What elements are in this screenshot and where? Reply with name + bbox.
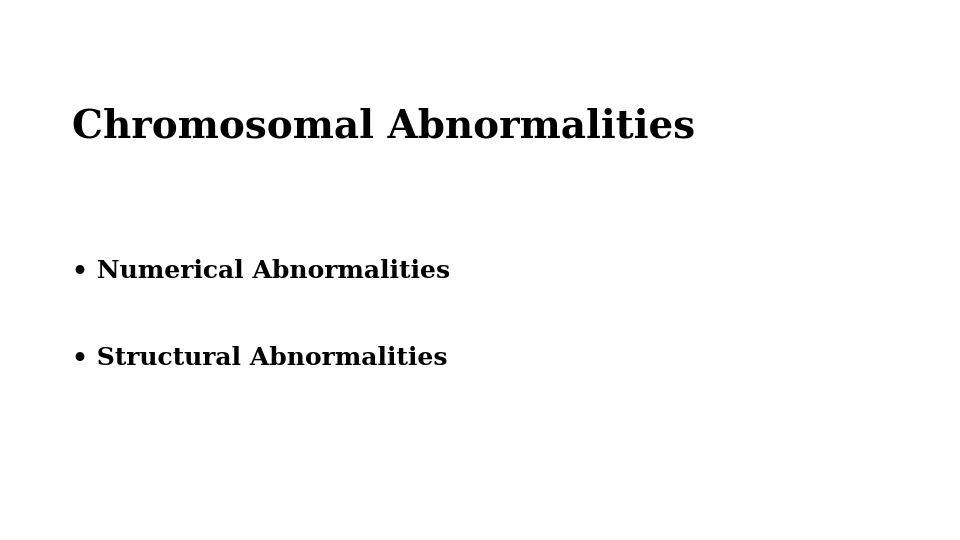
- Text: • Numerical Abnormalities: • Numerical Abnormalities: [72, 259, 450, 283]
- Text: Chromosomal Abnormalities: Chromosomal Abnormalities: [72, 108, 695, 146]
- Text: • Structural Abnormalities: • Structural Abnormalities: [72, 346, 447, 369]
